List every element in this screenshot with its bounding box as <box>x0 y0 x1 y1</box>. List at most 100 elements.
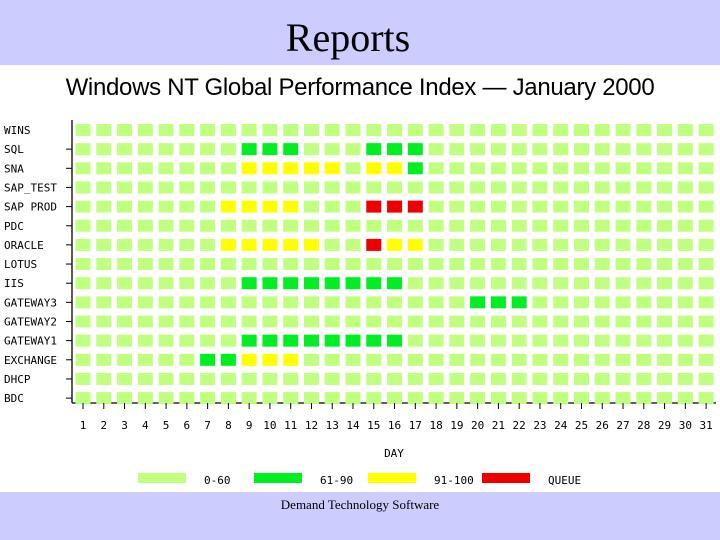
heatmap-cell <box>470 238 486 251</box>
heatmap-cell <box>698 162 714 175</box>
heatmap-cell <box>573 219 589 232</box>
heatmap-cell <box>117 238 133 251</box>
heatmap-cell <box>220 162 236 175</box>
heatmap-cell <box>677 258 693 271</box>
heatmap-cell <box>324 296 340 309</box>
heatmap-cell <box>449 277 465 290</box>
heatmap-cell <box>324 372 340 385</box>
heatmap-cell <box>262 143 278 156</box>
heatmap-cell <box>636 200 652 213</box>
heatmap-cell <box>428 258 444 271</box>
heatmap-cell <box>220 219 236 232</box>
heatmap-cell <box>490 124 506 136</box>
heatmap-cell <box>532 372 548 385</box>
heatmap-cell <box>677 277 693 290</box>
heatmap-cell <box>387 181 403 194</box>
heatmap-cell <box>698 143 714 156</box>
heatmap-cell <box>407 162 423 175</box>
heatmap-cell <box>303 258 319 271</box>
heatmap-cell <box>490 372 506 385</box>
heatmap-cell <box>615 392 631 405</box>
heatmap-cell <box>490 162 506 175</box>
heatmap-cell <box>594 392 610 405</box>
heatmap-cell <box>636 353 652 366</box>
heatmap-cell <box>179 143 195 156</box>
heatmap-cell <box>594 238 610 251</box>
heatmap-cell <box>573 277 589 290</box>
heatmap-cell <box>75 334 91 347</box>
heatmap-cell <box>96 238 112 251</box>
heatmap-cell <box>220 143 236 156</box>
heatmap-cell <box>387 315 403 328</box>
heatmap-cell <box>366 162 382 175</box>
heatmap-cell <box>158 219 174 232</box>
heatmap-cell <box>117 124 133 136</box>
heatmap-cell <box>677 334 693 347</box>
heatmap-cell <box>200 258 216 271</box>
heatmap-cell <box>158 143 174 156</box>
heatmap-cell <box>657 315 673 328</box>
heatmap-cell <box>387 334 403 347</box>
heatmap-cell <box>594 315 610 328</box>
heatmap-cell <box>470 334 486 347</box>
heatmap-cell <box>366 200 382 213</box>
heatmap-cell <box>241 181 257 194</box>
heatmap-cell <box>553 392 569 405</box>
heatmap-cell <box>636 238 652 251</box>
heatmap-cell <box>490 238 506 251</box>
heatmap-cell <box>241 162 257 175</box>
x-tick-label: 31 <box>699 419 712 432</box>
heatmap-cell <box>470 181 486 194</box>
heatmap-cell <box>117 296 133 309</box>
heatmap-cell <box>366 238 382 251</box>
heatmap-cell <box>490 353 506 366</box>
heatmap-cell <box>428 334 444 347</box>
heatmap-cell <box>283 238 299 251</box>
heatmap-cell <box>137 392 153 405</box>
heatmap-cell <box>636 162 652 175</box>
heatmap-cell <box>324 124 340 136</box>
x-tick-label: 5 <box>163 419 170 432</box>
heatmap-cell <box>117 200 133 213</box>
heatmap-cell <box>303 162 319 175</box>
legend-swatch <box>482 473 530 483</box>
heatmap-cell <box>636 296 652 309</box>
x-tick-label: 21 <box>492 419 505 432</box>
heatmap-cell <box>490 296 506 309</box>
heatmap-cell <box>75 315 91 328</box>
heatmap-cell <box>594 143 610 156</box>
heatmap-cell <box>241 334 257 347</box>
legend-label: 61-90 <box>320 474 353 487</box>
heatmap-cell <box>490 258 506 271</box>
heatmap-cell <box>283 181 299 194</box>
heatmap-cell <box>532 296 548 309</box>
heatmap-cell <box>428 315 444 328</box>
heatmap-cell <box>532 258 548 271</box>
legend-label: QUEUE <box>548 474 581 487</box>
row-label: IIS <box>4 277 24 290</box>
heatmap-cell <box>324 258 340 271</box>
heatmap-cell <box>573 258 589 271</box>
x-tick-label: 18 <box>429 419 442 432</box>
heatmap-cell <box>283 162 299 175</box>
heatmap-cell <box>594 277 610 290</box>
heatmap-cell <box>283 296 299 309</box>
x-tick-label: 29 <box>658 419 671 432</box>
heatmap-cell <box>220 181 236 194</box>
heatmap-cell <box>200 143 216 156</box>
heatmap-cell <box>179 392 195 405</box>
heatmap-cell <box>283 353 299 366</box>
heatmap-cell <box>470 392 486 405</box>
heatmap-cell <box>220 238 236 251</box>
heatmap-cell <box>636 143 652 156</box>
heatmap-cell <box>553 200 569 213</box>
x-tick-label: 6 <box>184 419 191 432</box>
heatmap-cell <box>490 200 506 213</box>
heatmap-cell <box>387 219 403 232</box>
heatmap-cell <box>428 296 444 309</box>
heatmap-cell <box>283 258 299 271</box>
heatmap-cell <box>553 277 569 290</box>
heatmap-cell <box>158 353 174 366</box>
heatmap-cell <box>345 315 361 328</box>
heatmap-cell <box>75 238 91 251</box>
